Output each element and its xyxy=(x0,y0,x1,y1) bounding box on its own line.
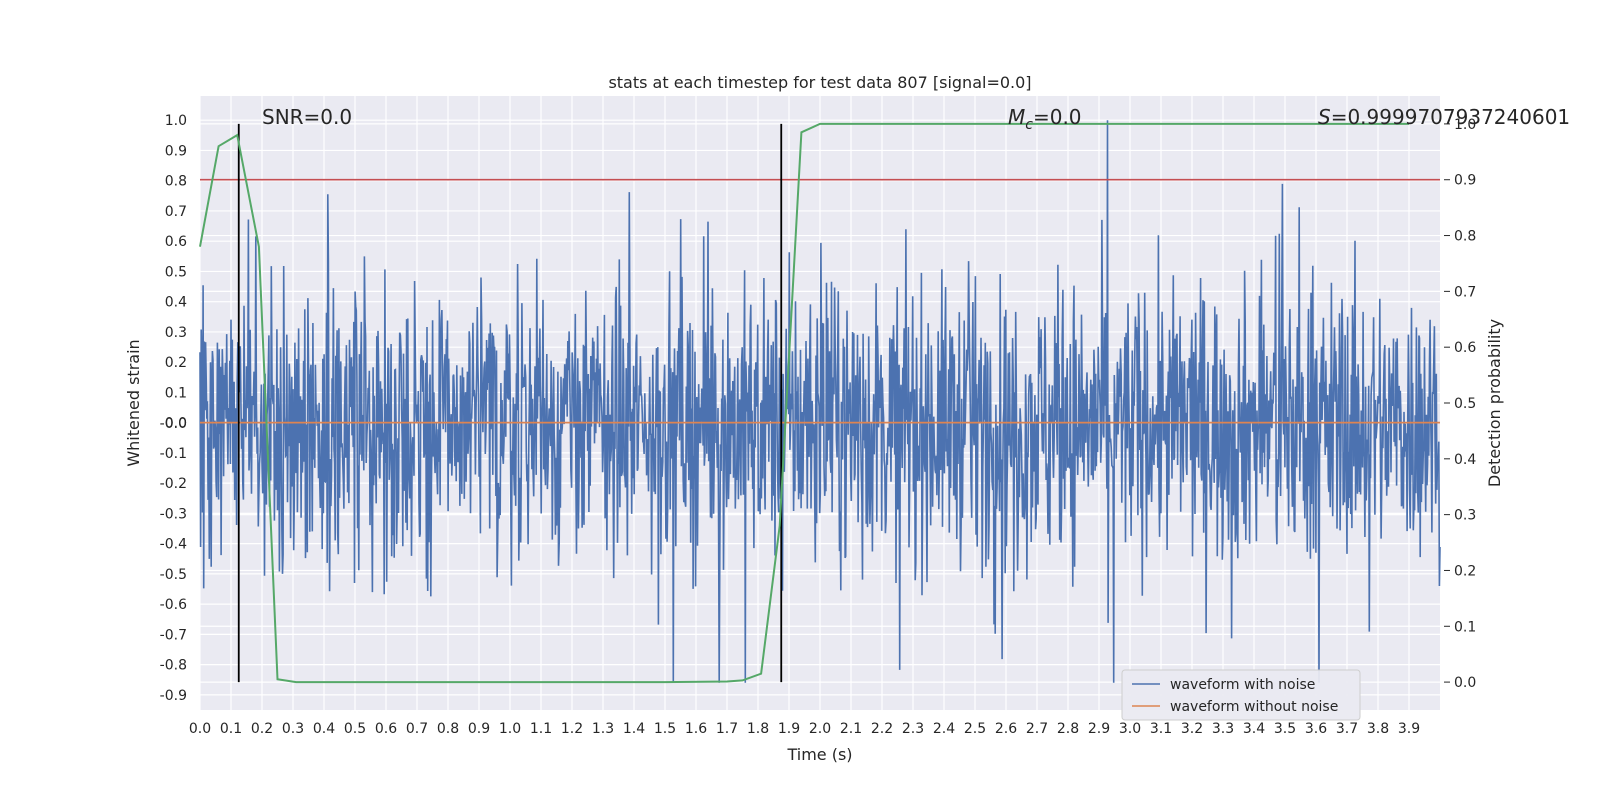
snr-annotation: SNR=0.0 xyxy=(262,105,352,129)
y2-tick-label: 0.9 xyxy=(1454,173,1476,189)
overlays xyxy=(199,122,1440,684)
x-tick-label: 1.9 xyxy=(778,721,800,737)
x-tick-label: 1.8 xyxy=(747,721,769,737)
x-tick-label: 3.9 xyxy=(1398,721,1420,737)
x-tick-label: 0.2 xyxy=(251,721,273,737)
y-tick-label: 0.0 xyxy=(165,416,187,432)
x-tick-label: 0.1 xyxy=(220,721,242,737)
x-tick-label: 1.7 xyxy=(716,721,738,737)
mc-annotation: Mc=0.0 xyxy=(1008,105,1082,133)
x-tick-label: 1.5 xyxy=(654,721,676,737)
x-tick-label: 0.5 xyxy=(344,721,366,737)
x-tick-label: 1.4 xyxy=(623,721,645,737)
y-tick-label: -0.4 xyxy=(160,537,187,553)
x-tick-label: 0.8 xyxy=(437,721,459,737)
mc-value: =0.0 xyxy=(1033,105,1082,129)
x-tick-label: 2.4 xyxy=(933,721,955,737)
y2-tick-label: 0.4 xyxy=(1454,452,1476,468)
x-tick-label: 0.7 xyxy=(406,721,428,737)
y2-tick-label: 0.7 xyxy=(1454,284,1476,300)
y2-tick-label: 0.3 xyxy=(1454,508,1476,524)
legend: waveform with noise waveform without noi… xyxy=(1121,669,1361,721)
y-tick-label: 0.1 xyxy=(165,385,187,401)
waveform-with-noise-line xyxy=(199,120,1441,683)
x-tick-label: 3.8 xyxy=(1367,721,1389,737)
y2-tick-label: 0.5 xyxy=(1454,396,1476,412)
y2-tick-label: 1.0 xyxy=(1454,117,1476,133)
x-tick-label: 0.9 xyxy=(468,721,490,737)
x-tick-label: 1.2 xyxy=(561,721,583,737)
x-tick-label: 0.6 xyxy=(375,721,397,737)
x-tick-label: 3.1 xyxy=(1150,721,1172,737)
y-tick-label: -0.6 xyxy=(160,597,187,613)
y-tick-label: 1.0 xyxy=(165,113,187,129)
x-tick-label: 2.2 xyxy=(871,721,893,737)
x-axis-label: Time (s) xyxy=(786,745,852,764)
mc-subscript: c xyxy=(1025,117,1033,133)
x-tick-label: 1.1 xyxy=(530,721,552,737)
x-tick-label: 1.0 xyxy=(499,721,521,737)
x-tick-labels: 0.0 0.1 0.2 0.3 0.4 0.5 0.6 0.7 0.8 0.9 1.0 1.1 1.2 1… xyxy=(189,721,1420,737)
y-tick-label: 0.8 xyxy=(165,174,187,190)
x-tick-label: 3.5 xyxy=(1274,721,1296,737)
y2-tick-labels: 1.0 0.9 0.8 0.7 0.6 0.5 0.4 0.3 0.2 0.1 0.0 xyxy=(1444,117,1476,691)
detection-probability-line xyxy=(199,122,1409,684)
y-tick-label: -0.0 xyxy=(160,416,187,432)
x-tick-label: 2.0 xyxy=(809,721,831,737)
y-tick-label: 0.5 xyxy=(165,264,187,280)
y-tick-label: 0.6 xyxy=(165,234,187,250)
y-tick-label: 0.7 xyxy=(165,204,187,220)
y2-tick-label: 0.0 xyxy=(1454,675,1476,691)
legend-label-with-noise: waveform with noise xyxy=(1170,677,1315,693)
y-tick-label: -0.2 xyxy=(160,476,187,492)
s-symbol: S xyxy=(1318,105,1331,129)
y2-tick-label: 0.8 xyxy=(1454,229,1476,245)
y2-axis-label: Detection probability xyxy=(1485,319,1504,487)
x-tick-label: 0.0 xyxy=(189,721,211,737)
mc-symbol: M xyxy=(1008,105,1025,129)
y-tick-label: -0.5 xyxy=(160,567,187,583)
y-tick-label: 0.4 xyxy=(165,295,187,311)
y2-tick-label: 0.1 xyxy=(1454,619,1476,635)
y-tick-label: 0.9 xyxy=(165,143,187,159)
x-tick-label: 1.3 xyxy=(592,721,614,737)
x-tick-label: 2.6 xyxy=(995,721,1017,737)
x-tick-label: 2.8 xyxy=(1057,721,1079,737)
x-tick-label: 3.4 xyxy=(1243,721,1265,737)
s-value: =0.9999707937240601 xyxy=(1331,105,1570,129)
x-tick-label: 2.7 xyxy=(1026,721,1048,737)
legend-box xyxy=(1121,669,1361,721)
y-tick-label: -0.3 xyxy=(160,506,187,522)
x-tick-label: 0.3 xyxy=(282,721,304,737)
x-tick-label: 2.5 xyxy=(964,721,986,737)
y-tick-label: -0.8 xyxy=(160,658,187,674)
x-tick-label: 1.6 xyxy=(685,721,707,737)
y-tick-label: 0.3 xyxy=(165,325,187,341)
y-tick-label: -0.7 xyxy=(160,627,187,643)
x-tick-label: 0.4 xyxy=(313,721,335,737)
series-waveform-with-noise xyxy=(199,120,1441,683)
y2-tick-label: 0.2 xyxy=(1454,563,1476,579)
y2-tick-label: 0.6 xyxy=(1454,340,1476,356)
s-annotation: S=0.9999707937240601 xyxy=(1318,105,1570,129)
x-tick-label: 2.9 xyxy=(1088,721,1110,737)
x-tick-label: 3.3 xyxy=(1212,721,1234,737)
chart-title: stats at each timestep for test data 807… xyxy=(608,73,1031,92)
x-tick-label: 3.2 xyxy=(1181,721,1203,737)
x-tick-label: 3.7 xyxy=(1336,721,1358,737)
y-tick-label: 0.2 xyxy=(165,355,187,371)
x-tick-label: 3.6 xyxy=(1305,721,1327,737)
x-tick-label: 2.3 xyxy=(902,721,924,737)
y-tick-label: -0.9 xyxy=(160,688,187,704)
legend-label-without-noise: waveform without noise xyxy=(1170,699,1338,715)
x-tick-label: 2.1 xyxy=(840,721,862,737)
y-tick-label: -0.1 xyxy=(160,446,187,462)
x-tick-label: 3.0 xyxy=(1119,721,1141,737)
y-axis-label: Whitened strain xyxy=(124,339,143,466)
y-tick-labels: 1.0 0.9 0.8 0.7 0.6 0.5 0.4 0.3 0.2 0.1 0.0-0.0 -0.… xyxy=(160,113,187,704)
